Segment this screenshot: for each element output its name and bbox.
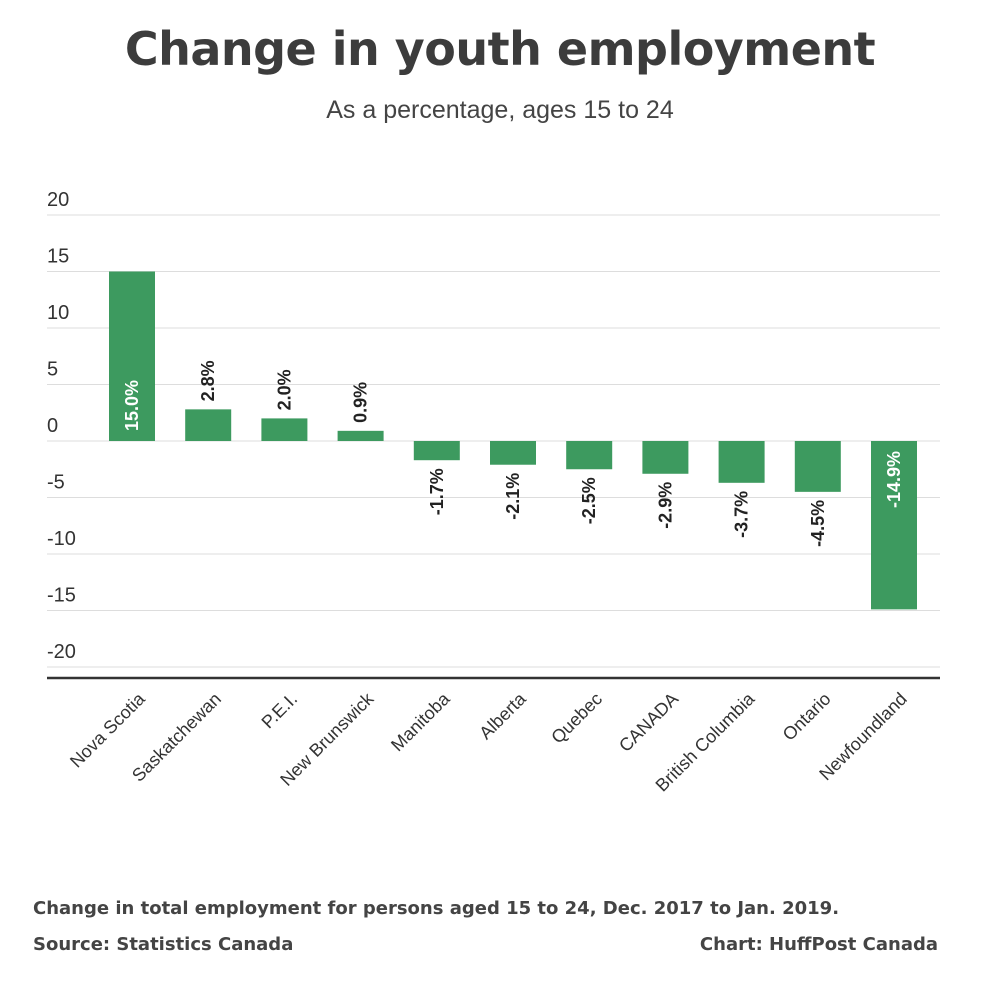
- footnote: Change in total employment for persons a…: [33, 898, 840, 919]
- bar: [871, 441, 917, 610]
- y-tick-label: 0: [47, 415, 58, 437]
- data-label: -3.7%: [732, 491, 752, 538]
- bar: [337, 430, 384, 441]
- data-label: -1.7%: [427, 468, 447, 515]
- y-tick-label: -5: [47, 472, 65, 494]
- y-tick-label: -15: [47, 585, 76, 607]
- chart-title: Change in youth employment: [124, 22, 876, 76]
- bars: [109, 271, 917, 610]
- bar-chart: 20 15 10 5 0 -5 -10 -15 -20 15.0% 2.8% 2.0% 0.9% -1.…: [47, 189, 940, 796]
- bar: [261, 418, 308, 441]
- source-credit: Source: Statistics Canada: [33, 934, 294, 955]
- bar: [794, 441, 841, 492]
- data-label: -2.1%: [503, 473, 523, 520]
- y-tick-label: -10: [47, 528, 76, 550]
- x-category-label: Manitoba: [387, 688, 454, 755]
- data-label: -2.9%: [655, 482, 675, 529]
- bar: [642, 441, 689, 474]
- x-category-label: Nova Scotia: [66, 688, 149, 771]
- data-labels: 15.0% 2.8% 2.0% 0.9% -1.7% -2.1% -2.5% -2.9% -3.…: [122, 360, 904, 547]
- data-label: 15.0%: [122, 380, 142, 431]
- chart-subtitle: As a percentage, ages 15 to 24: [326, 96, 674, 124]
- bar: [413, 441, 460, 461]
- data-label: 2.8%: [198, 360, 218, 401]
- y-tick-label: 5: [47, 359, 58, 381]
- data-label: 0.9%: [351, 382, 371, 423]
- data-label: -2.5%: [579, 477, 599, 524]
- y-tick-label: 10: [47, 302, 69, 324]
- data-label: 2.0%: [274, 369, 294, 410]
- x-category-label: Quebec: [547, 689, 606, 748]
- x-category-label: Alberta: [475, 688, 530, 743]
- x-category-label: P.E.I.: [258, 689, 302, 733]
- y-tick-label: 15: [47, 246, 69, 268]
- bar: [109, 271, 155, 441]
- y-tick-label: -20: [47, 641, 76, 663]
- chart-credit: Chart: HuffPost Canada: [699, 934, 938, 955]
- data-label: -4.5%: [808, 500, 828, 547]
- y-axis-ticks: 20 15 10 5 0 -5 -10 -15 -20: [47, 189, 76, 663]
- x-category-label: Ontario: [779, 689, 835, 745]
- y-tick-label: 20: [47, 189, 69, 211]
- bar: [718, 441, 765, 483]
- x-category-label: CANADA: [615, 689, 682, 756]
- bar: [490, 441, 536, 465]
- bar: [566, 441, 613, 470]
- bar: [185, 409, 232, 441]
- data-label: -14.9%: [884, 451, 904, 508]
